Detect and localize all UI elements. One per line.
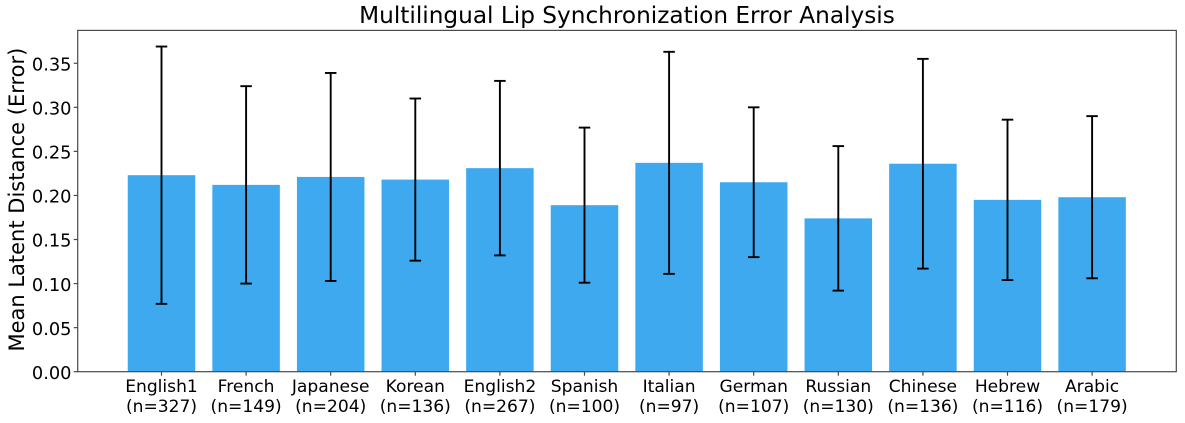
- y-tick-label: 0.00: [32, 363, 72, 384]
- x-tick-label: Japanese (n=204): [291, 377, 370, 417]
- y-tick-label: 0.30: [32, 99, 72, 120]
- x-tick-label: French (n=149): [211, 377, 282, 417]
- y-tick-label: 0.15: [32, 231, 72, 252]
- x-tick-label: Hebrew (n=116): [972, 377, 1043, 417]
- y-tick-label: 0.20: [32, 187, 72, 208]
- x-tick-label: Korean (n=136): [380, 377, 451, 417]
- x-tick-label: English1 (n=327): [125, 377, 198, 417]
- y-tick-label: 0.25: [32, 143, 72, 164]
- x-tick-label: Arabic (n=179): [1057, 377, 1128, 417]
- x-tick-label: Italian (n=97): [639, 377, 699, 417]
- x-tick-label: Spanish (n=100): [549, 377, 620, 417]
- y-tick-label: 0.10: [32, 275, 72, 296]
- y-axis-label: Mean Latent Distance (Error): [5, 48, 29, 352]
- y-tick-label: 0.35: [32, 54, 72, 75]
- plot-frame: [77, 29, 1177, 373]
- x-tick-label: Russian (n=130): [803, 377, 874, 417]
- y-tick-label: 0.05: [32, 319, 72, 340]
- x-tick-label: Chinese (n=136): [887, 377, 958, 417]
- chart-title: Multilingual Lip Synchronization Error A…: [359, 2, 895, 29]
- x-tick-label: German (n=107): [718, 377, 789, 417]
- x-tick-label: English2 (n=267): [464, 377, 537, 417]
